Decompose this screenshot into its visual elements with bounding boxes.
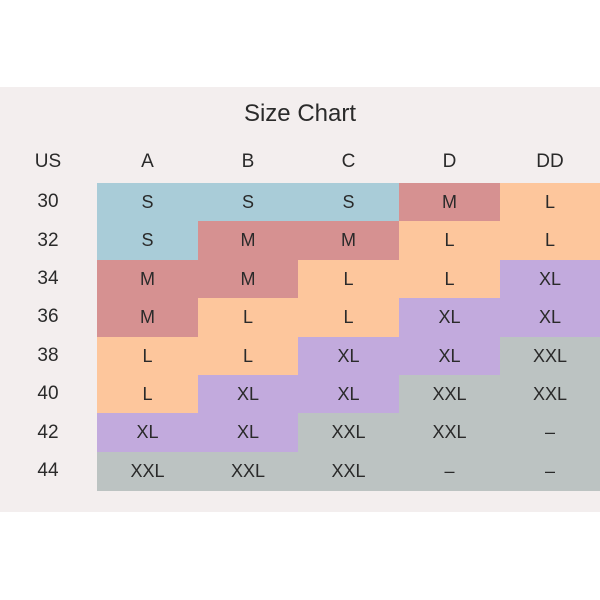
size-cell: L xyxy=(198,336,298,376)
size-cell: S xyxy=(198,183,298,222)
row-header: 32 xyxy=(37,229,59,251)
size-cell: XXL xyxy=(298,451,399,491)
size-cell: XXL xyxy=(500,336,600,376)
size-cell: XL xyxy=(399,336,500,376)
size-cell: XL xyxy=(500,298,600,338)
column-header: B xyxy=(241,151,255,172)
column-header: A xyxy=(141,151,154,172)
size-cell: XXL xyxy=(500,375,600,414)
size-cell: XXL xyxy=(298,413,399,453)
row-header: 42 xyxy=(37,421,59,443)
size-cell: XL xyxy=(97,413,198,453)
size-cell: M xyxy=(298,221,399,261)
size-cell: XL xyxy=(500,259,600,299)
size-cell: L xyxy=(399,259,500,299)
size-cell: L xyxy=(298,259,399,299)
size-cell: – xyxy=(399,451,500,491)
size-cell: L xyxy=(97,375,198,414)
size-cell: M xyxy=(399,183,500,222)
size-cell: L xyxy=(399,221,500,261)
row-header: 44 xyxy=(37,459,59,481)
size-cell: L xyxy=(198,298,298,338)
size-cell: L xyxy=(97,336,198,376)
size-cell: XXL xyxy=(399,413,500,453)
size-cell: XL xyxy=(298,375,399,414)
size-cell: L xyxy=(298,298,399,338)
size-cell: L xyxy=(500,221,600,261)
column-header: D xyxy=(442,151,457,172)
size-cell: XXL xyxy=(198,451,298,491)
size-cell: M xyxy=(97,259,198,299)
size-cell: XL xyxy=(399,298,500,338)
row-header: 40 xyxy=(37,383,59,405)
size-cell: XL xyxy=(198,375,298,414)
size-cell: S xyxy=(298,183,399,222)
row-header: 34 xyxy=(37,267,59,289)
column-header: US xyxy=(34,151,62,172)
size-cell: M xyxy=(97,298,198,338)
size-cell: XL xyxy=(198,413,298,453)
size-cell: XXL xyxy=(399,375,500,414)
size-cell: – xyxy=(500,451,600,491)
size-cell: M xyxy=(198,221,298,261)
size-cell: M xyxy=(198,259,298,299)
size-cell: L xyxy=(500,183,600,222)
column-header: DD xyxy=(536,151,564,172)
size-cell: XL xyxy=(298,336,399,376)
size-cell: XXL xyxy=(97,451,198,491)
row-header: 30 xyxy=(37,191,59,213)
size-cell: S xyxy=(97,221,198,261)
column-header: C xyxy=(341,151,356,172)
size-cell: – xyxy=(500,413,600,453)
title: Size Chart xyxy=(243,100,357,127)
row-header: 38 xyxy=(37,344,59,366)
row-header: 36 xyxy=(37,306,59,328)
size-cell: S xyxy=(97,183,198,222)
